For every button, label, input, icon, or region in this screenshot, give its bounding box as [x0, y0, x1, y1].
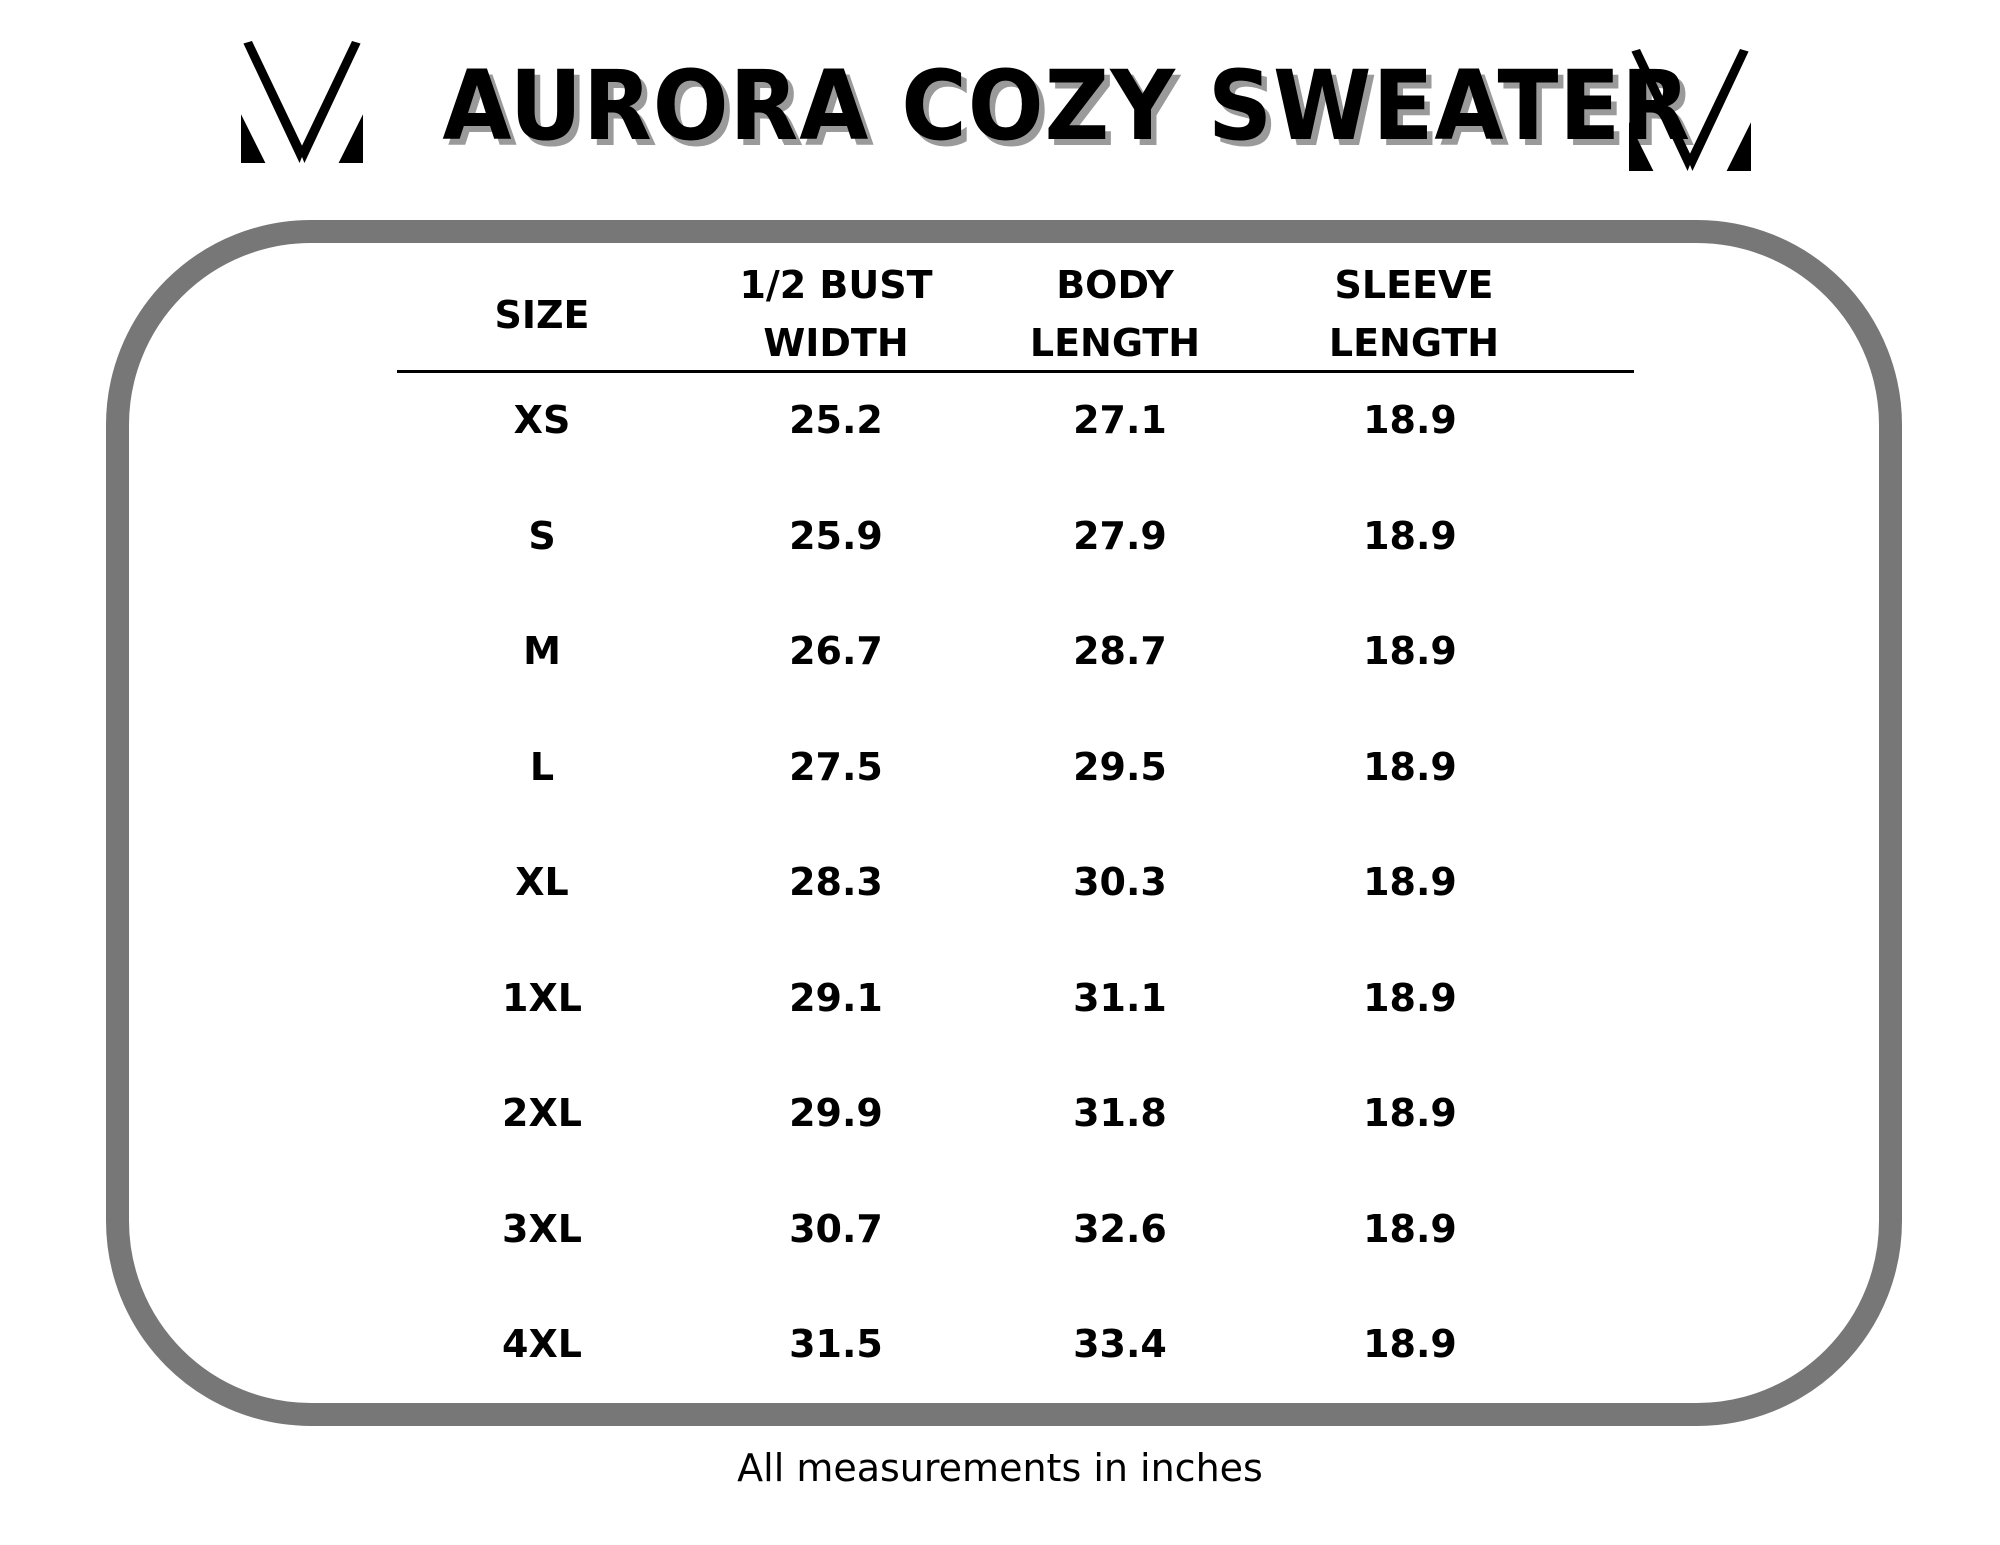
- header-divider: [397, 370, 1634, 373]
- cell-sleeve-length: 18.9: [1363, 398, 1457, 442]
- cell-bust-width: 29.1: [789, 975, 883, 1020]
- cell-sleeve-length: 18.9: [1363, 629, 1457, 673]
- cell-body-length: 28.7: [1073, 629, 1167, 673]
- cell-size: XS: [513, 398, 571, 442]
- cell-body-length: 27.1: [1073, 398, 1167, 442]
- cell-bust-width: 26.7: [789, 629, 883, 673]
- cell-body-length: 30.3: [1073, 860, 1167, 904]
- cell-size: M: [523, 629, 561, 673]
- cell-body-length: 32.6: [1073, 1206, 1167, 1251]
- cell-bust-width: 31.5: [789, 1322, 883, 1366]
- cell-bust-width: 30.7: [789, 1206, 883, 1251]
- size-chart-frame: [106, 220, 1902, 1426]
- cell-body-length: 29.5: [1073, 744, 1167, 789]
- cell-sleeve-length: 18.9: [1363, 860, 1457, 904]
- cell-body-length: 31.8: [1073, 1091, 1167, 1135]
- cell-sleeve-length: 18.9: [1363, 1322, 1457, 1366]
- cell-size: 1XL: [502, 975, 582, 1020]
- footer-note: All measurements in inches: [737, 1446, 1263, 1490]
- header-size: SIZE: [494, 293, 590, 337]
- cell-size: XL: [515, 860, 569, 904]
- cell-size: S: [528, 513, 556, 558]
- cell-body-length: 33.4: [1073, 1322, 1167, 1366]
- cell-sleeve-length: 18.9: [1363, 513, 1457, 558]
- cell-size: 3XL: [502, 1206, 582, 1251]
- cell-body-length: 31.1: [1073, 975, 1167, 1020]
- cell-sleeve-length: 18.9: [1363, 1091, 1457, 1135]
- v-logo-icon-right: [1626, 49, 1754, 171]
- cell-sleeve-length: 18.9: [1363, 1206, 1457, 1251]
- cell-body-length: 27.9: [1073, 513, 1167, 558]
- cell-bust-width: 27.5: [789, 744, 883, 789]
- v-logo-icon-left: [238, 41, 366, 163]
- page-title: AURORA COZY SWEATER: [442, 50, 1691, 162]
- cell-size: L: [529, 744, 555, 789]
- cell-size: 2XL: [502, 1091, 582, 1135]
- cell-sleeve-length: 18.9: [1363, 975, 1457, 1020]
- cell-bust-width: 25.2: [789, 398, 883, 442]
- cell-bust-width: 28.3: [789, 860, 883, 904]
- cell-bust-width: 29.9: [789, 1091, 883, 1135]
- cell-size: 4XL: [502, 1322, 582, 1366]
- cell-sleeve-length: 18.9: [1363, 744, 1457, 789]
- header-bust-width: 1/2 BUST WIDTH: [739, 263, 933, 365]
- header-sleeve-length: SLEEVE LENGTH: [1328, 263, 1500, 365]
- cell-bust-width: 25.9: [789, 513, 883, 558]
- header-body-length: BODY LENGTH: [1029, 263, 1201, 365]
